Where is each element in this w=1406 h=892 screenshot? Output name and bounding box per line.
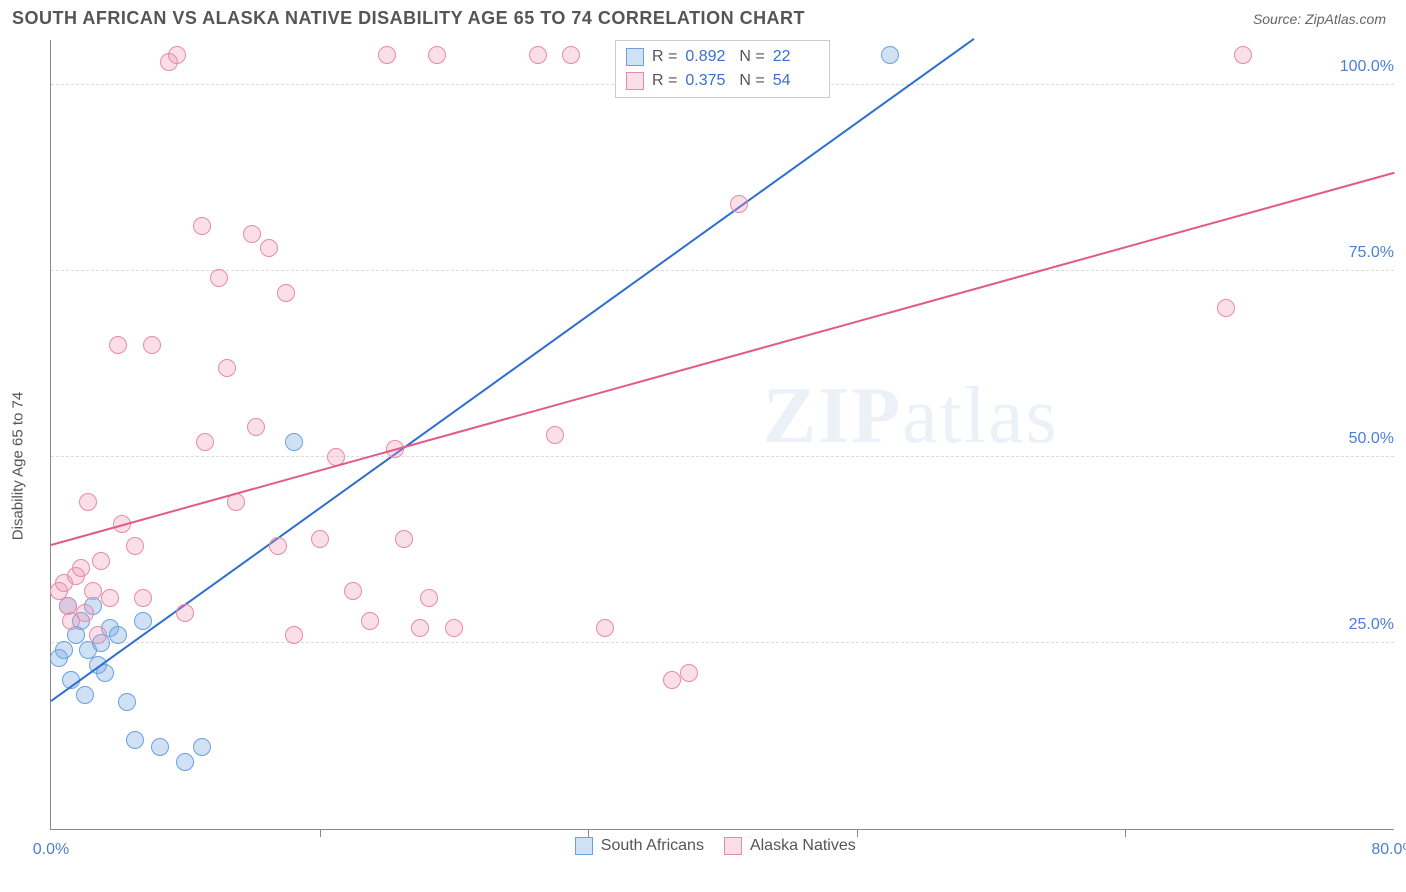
gridline-h xyxy=(51,270,1394,271)
stats-row-south_africans: R = 0.892 N = 22 xyxy=(626,45,819,69)
data-point-alaska_natives xyxy=(196,433,214,451)
data-point-alaska_natives xyxy=(260,239,278,257)
stats-r-value: 0.375 xyxy=(685,69,731,93)
data-point-alaska_natives xyxy=(79,493,97,511)
data-point-alaska_natives xyxy=(89,626,107,644)
data-point-alaska_natives xyxy=(193,217,211,235)
trendline-south_africans xyxy=(50,38,974,702)
stats-n-label: N = xyxy=(739,69,764,93)
data-point-alaska_natives xyxy=(92,552,110,570)
data-point-alaska_natives xyxy=(269,537,287,555)
data-point-alaska_natives xyxy=(529,46,547,64)
data-point-south_africans xyxy=(109,626,127,644)
data-point-alaska_natives xyxy=(411,619,429,637)
y-tick-label: 25.0% xyxy=(1345,616,1398,634)
data-point-alaska_natives xyxy=(596,619,614,637)
plot-area: ZIPatlas 25.0%50.0%75.0%100.0%0.0%80.0%R… xyxy=(50,40,1394,830)
data-point-alaska_natives xyxy=(285,626,303,644)
data-point-alaska_natives xyxy=(361,612,379,630)
data-point-alaska_natives xyxy=(663,671,681,689)
data-point-south_africans xyxy=(55,641,73,659)
x-tick xyxy=(320,829,321,837)
data-point-south_africans xyxy=(881,46,899,64)
data-point-alaska_natives xyxy=(168,46,186,64)
chart-container: Disability Age 65 to 74 ZIPatlas 25.0%50… xyxy=(0,40,1406,892)
data-point-alaska_natives xyxy=(680,664,698,682)
chart-header: SOUTH AFRICAN VS ALASKA NATIVE DISABILIT… xyxy=(0,0,1406,33)
data-point-alaska_natives xyxy=(210,269,228,287)
y-tick-label: 100.0% xyxy=(1336,58,1398,76)
data-point-alaska_natives xyxy=(101,589,119,607)
data-point-south_africans xyxy=(193,738,211,756)
x-tick xyxy=(857,829,858,837)
data-point-alaska_natives xyxy=(420,589,438,607)
data-point-alaska_natives xyxy=(109,336,127,354)
data-point-south_africans xyxy=(134,612,152,630)
legend-item-alaska_natives: Alaska Natives xyxy=(724,837,856,855)
data-point-alaska_natives xyxy=(247,418,265,436)
data-point-alaska_natives xyxy=(428,46,446,64)
y-axis-label: Disability Age 65 to 74 xyxy=(10,392,27,540)
data-point-alaska_natives xyxy=(218,359,236,377)
swatch-icon xyxy=(626,48,644,66)
data-point-alaska_natives xyxy=(395,530,413,548)
gridline-h xyxy=(51,642,1394,643)
data-point-south_africans xyxy=(176,753,194,771)
stats-n-value: 22 xyxy=(773,45,819,69)
stats-n-value: 54 xyxy=(773,69,819,93)
source-label: Source: ZipAtlas.com xyxy=(1253,11,1386,27)
data-point-alaska_natives xyxy=(126,537,144,555)
data-point-alaska_natives xyxy=(445,619,463,637)
stats-r-label: R = xyxy=(652,69,677,93)
data-point-south_africans xyxy=(118,693,136,711)
x-tick xyxy=(1125,829,1126,837)
data-point-alaska_natives xyxy=(1217,299,1235,317)
data-point-alaska_natives xyxy=(76,604,94,622)
data-point-alaska_natives xyxy=(546,426,564,444)
data-point-alaska_natives xyxy=(277,284,295,302)
data-point-alaska_natives xyxy=(72,559,90,577)
data-point-alaska_natives xyxy=(143,336,161,354)
x-tick-label: 80.0% xyxy=(1371,841,1406,859)
watermark-atlas: atlas xyxy=(902,372,1059,460)
stats-n-label: N = xyxy=(739,45,764,69)
stats-r-label: R = xyxy=(652,45,677,69)
data-point-alaska_natives xyxy=(311,530,329,548)
legend-item-south_africans: South Africans xyxy=(575,837,704,855)
stats-box: R = 0.892 N = 22 R = 0.375 N = 54 xyxy=(615,40,830,98)
watermark-zip: ZIP xyxy=(763,372,902,460)
x-tick xyxy=(588,829,589,837)
y-tick-label: 75.0% xyxy=(1345,244,1398,262)
data-point-south_africans xyxy=(151,738,169,756)
swatch-icon xyxy=(575,837,593,855)
data-point-south_africans xyxy=(126,731,144,749)
data-point-south_africans xyxy=(285,433,303,451)
data-point-alaska_natives xyxy=(378,46,396,64)
data-point-alaska_natives xyxy=(730,195,748,213)
swatch-icon xyxy=(626,72,644,90)
stats-row-alaska_natives: R = 0.375 N = 54 xyxy=(626,69,819,93)
data-point-alaska_natives xyxy=(562,46,580,64)
stats-r-value: 0.892 xyxy=(685,45,731,69)
data-point-alaska_natives xyxy=(176,604,194,622)
x-tick-label: 0.0% xyxy=(33,841,69,859)
chart-title: SOUTH AFRICAN VS ALASKA NATIVE DISABILIT… xyxy=(12,8,805,29)
data-point-alaska_natives xyxy=(344,582,362,600)
swatch-icon xyxy=(724,837,742,855)
data-point-south_africans xyxy=(76,686,94,704)
data-point-alaska_natives xyxy=(84,582,102,600)
data-point-alaska_natives xyxy=(134,589,152,607)
data-point-alaska_natives xyxy=(1234,46,1252,64)
gridline-h xyxy=(51,456,1394,457)
legend: South Africans Alaska Natives xyxy=(575,837,856,855)
watermark: ZIPatlas xyxy=(763,371,1059,462)
legend-label: South Africans xyxy=(601,837,704,855)
y-tick-label: 50.0% xyxy=(1345,430,1398,448)
legend-label: Alaska Natives xyxy=(750,837,856,855)
data-point-alaska_natives xyxy=(243,225,261,243)
